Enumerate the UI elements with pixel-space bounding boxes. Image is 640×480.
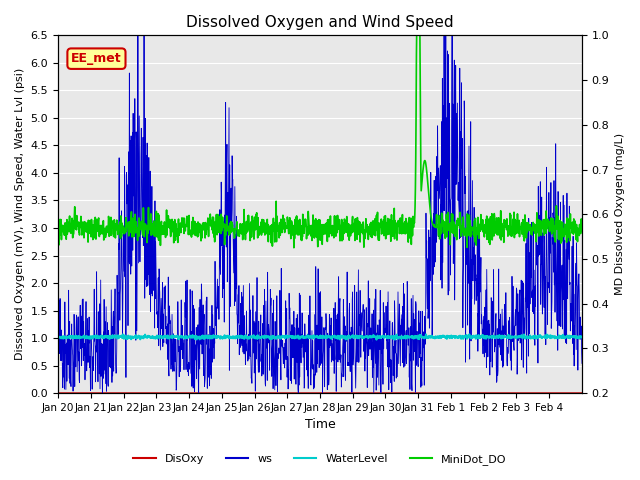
Y-axis label: MD Dissolved Oxygen (mg/L): MD Dissolved Oxygen (mg/L) [615,133,625,295]
X-axis label: Time: Time [305,419,335,432]
Title: Dissolved Oxygen and Wind Speed: Dissolved Oxygen and Wind Speed [186,15,454,30]
Y-axis label: Dissolved Oxygen (mV), Wind Speed, Water Lvl (psi): Dissolved Oxygen (mV), Wind Speed, Water… [15,68,25,360]
Legend: DisOxy, ws, WaterLevel, MiniDot_DO: DisOxy, ws, WaterLevel, MiniDot_DO [129,450,511,469]
Text: EE_met: EE_met [71,52,122,65]
